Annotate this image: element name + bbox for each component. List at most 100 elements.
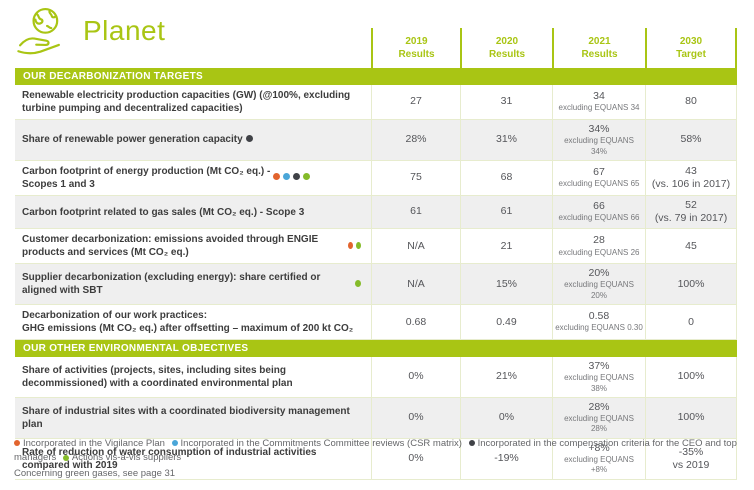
cell-value: 15% bbox=[495, 277, 517, 290]
value-cell: 34% excluding EQUANS 34% bbox=[552, 120, 645, 160]
cell-value: 61 bbox=[500, 205, 513, 218]
cell-value: 80 bbox=[685, 95, 697, 108]
cell-value: 0.68 bbox=[405, 315, 427, 328]
table-row: Supplier decarbonization (excluding ener… bbox=[15, 264, 737, 306]
value-cell: 37% excluding EQUANS 38% bbox=[552, 357, 645, 397]
value-cell: 28 excluding EQUANS 26 bbox=[552, 229, 645, 264]
cell-value: 100% bbox=[677, 370, 705, 383]
table-row: Renewable electricity production capacit… bbox=[15, 85, 737, 120]
cell-subvalue: excluding EQUANS 0.30 bbox=[555, 323, 643, 333]
cell-value: 37% bbox=[588, 360, 610, 373]
row-label-text: Supplier decarbonization (excluding ener… bbox=[22, 272, 321, 297]
footnote-note: Concerning green gases, see page 31 bbox=[14, 467, 176, 479]
table-row: Decarbonization of our work practices: G… bbox=[15, 305, 737, 341]
value-cell: 100% bbox=[645, 264, 737, 305]
footnotes: Incorporated in the Vigilance Plan Incor… bbox=[14, 437, 740, 481]
row-label: Rate of reduction of water consumption o… bbox=[15, 439, 371, 479]
column-year: 2020 bbox=[495, 36, 519, 47]
cell-value: 0% bbox=[408, 370, 424, 383]
table-header: Planet 2019 Results 2020 Results 2021 Re… bbox=[15, 0, 737, 68]
row-label-text: Share of renewable power generation capa… bbox=[22, 134, 243, 146]
cell-value: 43 bbox=[685, 164, 697, 177]
table-row: Share of activities (projects, sites, in… bbox=[15, 357, 737, 398]
section-header: OUR DECARBONIZATION TARGETS bbox=[15, 68, 737, 85]
cell-value: 66 bbox=[593, 200, 605, 213]
value-cell: 28% excluding EQUANS 28% bbox=[552, 397, 645, 438]
value-cell: 43 (vs. 106 in 2017) bbox=[645, 160, 737, 195]
blue-dot-icon bbox=[171, 440, 178, 447]
hand-globe-icon bbox=[17, 7, 60, 55]
dark-dot-icon bbox=[468, 440, 475, 447]
cell-value: 45 bbox=[685, 239, 697, 252]
column-year: 2021 bbox=[588, 36, 611, 47]
green-dot-icon bbox=[354, 279, 361, 287]
table-row: Carbon footprint of energy production (M… bbox=[15, 160, 737, 196]
row-label: Supplier decarbonization (excluding ener… bbox=[15, 264, 371, 304]
green-dot-icon bbox=[356, 241, 361, 249]
planet-header: Planet bbox=[15, 0, 371, 68]
row-label: Carbon footprint of energy production (M… bbox=[15, 161, 371, 195]
column-header-2021: 2021 Results bbox=[552, 28, 645, 68]
value-cell: N/A bbox=[371, 264, 460, 305]
value-cell: 34 excluding EQUANS 34 bbox=[552, 85, 645, 119]
cell-value: 58% bbox=[680, 133, 702, 146]
cell-value: 28% bbox=[405, 133, 427, 146]
cell-value: 0% bbox=[408, 452, 424, 465]
row-label: Carbon footprint related to gas sales (M… bbox=[15, 196, 371, 228]
table-row: Carbon footprint related to gas sales (M… bbox=[15, 195, 737, 230]
column-header-2030: 2030 Target bbox=[645, 28, 737, 68]
value-cell: N/A bbox=[371, 229, 460, 264]
cell-value: 34 bbox=[593, 90, 605, 103]
cell-value: 28 bbox=[593, 234, 605, 247]
dark-dot-icon bbox=[245, 135, 253, 143]
value-cell: 0.58 excluding EQUANS 0.30 bbox=[552, 305, 645, 340]
value-cell: 80 bbox=[645, 85, 737, 119]
row-label: Decarbonization of our work practices: G… bbox=[15, 305, 371, 339]
cell-value: 28% bbox=[588, 400, 610, 413]
value-cell: 27 bbox=[371, 85, 460, 119]
value-cell: 68 bbox=[460, 160, 552, 195]
column-year: 2019 bbox=[405, 36, 428, 47]
value-cell: 52 (vs. 79 in 2017) bbox=[645, 195, 737, 229]
cell-value: N/A bbox=[407, 239, 425, 252]
value-cell: -19% bbox=[460, 438, 552, 479]
cell-subvalue: excluding EQUANS 28% bbox=[564, 414, 634, 434]
value-cell: 20% excluding EQUANS 20% bbox=[552, 264, 645, 305]
dark-dot-icon bbox=[293, 173, 301, 181]
row-label: Customer decarbonization: emissions avoi… bbox=[15, 229, 371, 263]
orange-dot-icon bbox=[273, 173, 281, 181]
value-cell: 21% bbox=[460, 357, 552, 397]
section-header: OUR OTHER ENVIRONMENTAL OBJECTIVES bbox=[15, 340, 737, 358]
value-cell: 100% bbox=[645, 357, 737, 397]
value-cell: 28% bbox=[371, 120, 460, 160]
cell-subvalue: excluding EQUANS 38% bbox=[564, 373, 634, 393]
value-cell: 45 bbox=[645, 229, 737, 264]
value-cell: 61 bbox=[371, 195, 460, 229]
cell-subvalue: excluding EQUANS 65 bbox=[558, 179, 640, 189]
value-cell: 0 bbox=[645, 305, 737, 340]
cell-subvalue: excluding EQUANS 26 bbox=[558, 247, 640, 257]
cell-subvalue: excluding EQUANS +8% bbox=[564, 455, 634, 475]
cell-value: 61 bbox=[410, 205, 422, 218]
value-cell: 0.49 bbox=[460, 305, 552, 340]
column-sub: Results bbox=[398, 49, 435, 60]
cell-subvalue: excluding EQUANS 34 bbox=[558, 103, 640, 113]
row-label-text: Renewable electricity production capacit… bbox=[22, 90, 351, 114]
row-label: Share of renewable power generation capa… bbox=[15, 120, 371, 160]
cell-value: 100% bbox=[677, 277, 705, 290]
row-label-text: Decarbonization of our work practices: G… bbox=[22, 310, 354, 335]
value-cell: 15% bbox=[460, 264, 552, 305]
blue-dot-icon bbox=[283, 173, 291, 181]
cell-subvalue: excluding EQUANS 66 bbox=[558, 213, 640, 223]
value-cell: 0% bbox=[371, 397, 460, 438]
row-label: Renewable electricity production capacit… bbox=[15, 85, 371, 119]
value-cell: +8% excluding EQUANS +8% bbox=[552, 438, 645, 479]
legend-text: Incorporated in the Commitments Committe… bbox=[180, 438, 465, 449]
cell-value: 21% bbox=[495, 370, 517, 383]
orange-dot-icon bbox=[348, 241, 354, 249]
row-label-text: Share of activities (projects, sites, in… bbox=[22, 365, 293, 390]
cell-value: 75 bbox=[410, 171, 422, 184]
green-dot-icon bbox=[62, 454, 69, 461]
cell-value: 0% bbox=[498, 411, 515, 424]
